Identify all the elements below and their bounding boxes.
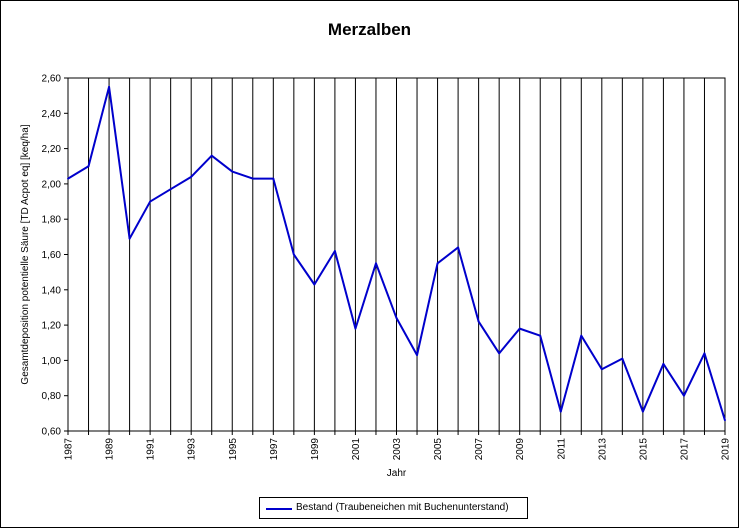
y-axis-label: Gesamtdeposition potentielle Säure [TD A…: [20, 124, 31, 384]
x-tick-label: 2001: [351, 438, 362, 461]
x-tick-label: 2003: [392, 438, 403, 461]
data-point: [703, 352, 706, 355]
x-tick-label: 2005: [433, 438, 444, 461]
x-tick-label: 2009: [515, 438, 526, 461]
data-point: [662, 363, 665, 365]
data-point: [436, 262, 439, 265]
y-tick-label: 2,60: [42, 74, 62, 85]
x-tick-label: 2011: [556, 438, 567, 460]
y-tick-label: 0,80: [42, 391, 62, 402]
data-point: [210, 154, 213, 157]
x-tick-label: 2017: [679, 438, 690, 461]
x-tick-label: 2007: [474, 438, 485, 461]
x-tick-label: 1991: [146, 438, 157, 461]
x-tick-label: 1989: [105, 438, 116, 461]
data-point: [395, 317, 398, 319]
x-tick-label: 2013: [597, 438, 608, 461]
legend-line-swatch: [266, 508, 292, 510]
data-point: [539, 334, 542, 337]
data-point: [498, 352, 501, 355]
y-tick-label: 1,80: [42, 215, 62, 226]
y-tick-label: 1,00: [42, 356, 62, 367]
x-tick-label: 2019: [721, 438, 732, 461]
data-point: [313, 283, 316, 286]
y-tick-label: 1,20: [42, 321, 62, 332]
data-point: [334, 250, 336, 252]
data-point: [108, 85, 110, 88]
data-point: [477, 320, 480, 323]
data-point: [169, 188, 172, 191]
x-tick-label: 1997: [269, 438, 280, 461]
data-point: [292, 253, 295, 256]
x-tick-label: 1995: [228, 438, 239, 461]
data-point: [518, 327, 521, 330]
data-point: [87, 165, 90, 168]
data-point: [641, 410, 644, 413]
y-tick-label: 1,40: [42, 285, 62, 296]
data-point: [683, 394, 685, 397]
x-tick-label: 1993: [187, 438, 198, 461]
data-point: [231, 170, 234, 173]
data-point: [724, 419, 726, 422]
data-point: [559, 410, 562, 413]
data-point: [416, 354, 418, 357]
y-tick-label: 0,60: [42, 427, 62, 438]
data-point: [354, 327, 357, 330]
data-point: [272, 177, 275, 180]
data-point: [251, 177, 254, 180]
y-tick-label: 2,40: [42, 109, 62, 120]
data-point: [67, 177, 69, 180]
x-tick-label: 2015: [638, 438, 649, 461]
x-axis-label: Jahr: [387, 468, 407, 479]
data-point: [149, 200, 152, 203]
legend-label: Bestand (Traubeneichen mit Buchenunterst…: [296, 502, 509, 513]
x-tick-label: 1987: [64, 438, 75, 461]
data-point: [457, 246, 459, 249]
y-tick-label: 2,20: [42, 144, 62, 155]
data-point: [600, 368, 603, 371]
y-tick-label: 1,60: [42, 250, 62, 261]
data-point: [190, 175, 193, 178]
chart-title: Merzalben: [327, 20, 412, 39]
data-point: [580, 334, 583, 337]
data-point: [621, 357, 624, 360]
y-tick-label: 2,00: [42, 179, 62, 190]
data-point: [128, 237, 131, 240]
x-tick-label: 1999: [310, 438, 321, 461]
legend: Bestand (Traubeneichen mit Buchenunterst…: [259, 497, 528, 519]
data-point: [375, 262, 377, 265]
